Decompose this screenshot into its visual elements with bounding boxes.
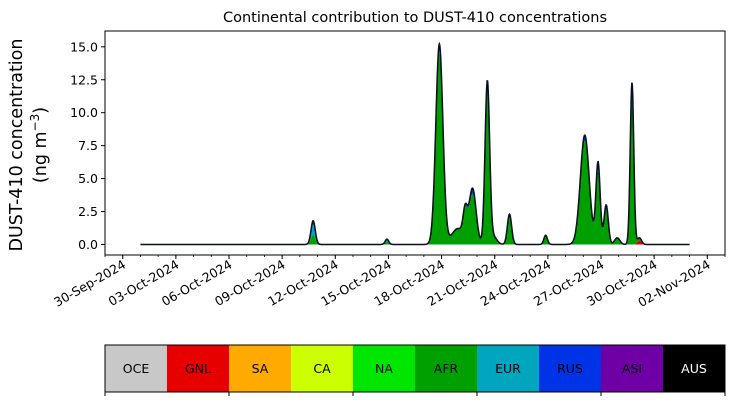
legend-label-afr: AFR [434,361,459,376]
legend-swatch-ca [291,345,353,392]
legend-frame [104,344,726,393]
plot-area [104,30,726,256]
legend-swatch-sa [229,345,291,392]
legend-swatch-gnl [167,345,229,392]
area-afr [140,52,690,245]
total-line [140,41,690,246]
y-tick-label: 10.0 [70,105,98,120]
legend-swatch-eur [477,345,539,392]
y-tick-label: 0.0 [78,237,98,252]
y-tick-label: 15.0 [70,39,98,54]
x-axis: 30-Sep-202403-Oct-202406-Oct-202409-Oct-… [51,255,726,310]
legend-swatch-rus [539,345,601,392]
legend-label-rus: RUS [557,361,583,376]
legend-swatch-aus [663,345,725,392]
legend-label-sa: SA [252,361,269,376]
chart-title: Continental contribution to DUST-410 con… [223,10,607,26]
plot-frame [104,30,726,256]
legend-swatch-na [353,345,415,392]
legend-label-ca: CA [313,361,331,376]
y-axis-label-line2: (ng m−3) [28,107,51,183]
legend-swatch-afr [415,345,477,392]
legend-label-na: NA [375,361,393,376]
legend-label-gnl: GNL [185,361,211,376]
total-line-overlay [140,43,690,245]
legend-label-asi: ASI [622,361,642,376]
y-tick-label: 5.0 [78,171,98,186]
y-axis-label-line1: DUST-410 concentration [7,39,27,252]
legend-swatch-asi [601,345,663,392]
y-tick-label: 7.5 [78,138,98,153]
legend-label-eur: EUR [495,361,521,376]
legend: OCE GNL SA CA NA AFR EUR RUS ASI AUS [104,344,726,396]
y-axis-label: DUST-410 concentration (ng m−3) [7,39,51,252]
y-tick-label: 12.5 [70,72,98,87]
legend-label-aus: AUS [681,361,707,376]
legend-swatch-oce [105,345,167,392]
legend-label-oce: OCE [123,361,150,376]
y-axis: 0.0 2.5 5.0 7.5 10.0 12.5 15.0 [70,39,105,252]
y-tick-label: 2.5 [78,204,98,219]
